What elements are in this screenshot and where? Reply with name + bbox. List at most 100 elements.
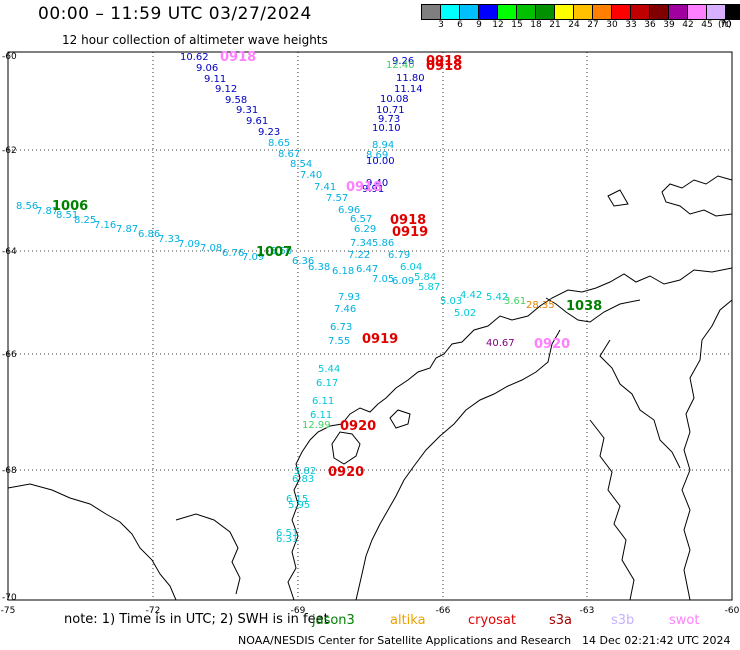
- wave-height-label: 5.95: [288, 500, 310, 511]
- lat-tick-label: -64: [2, 247, 17, 257]
- pass-time-label: 1006: [52, 199, 88, 214]
- wave-height-label: 9.73: [378, 114, 400, 125]
- satellite-legend-item: swot: [669, 613, 700, 628]
- wave-height-label: 6.50: [270, 246, 292, 257]
- lat-tick-label: -62: [2, 146, 17, 156]
- wave-height-label: 9.23: [258, 127, 280, 138]
- wave-height-label: 7.41: [314, 182, 336, 193]
- lon-tick-label: -66: [436, 606, 451, 616]
- colorbar-swatch: [440, 4, 461, 20]
- colorbar-label: 70: [720, 20, 732, 30]
- wave-height-label: 5.84: [414, 272, 436, 283]
- wave-height-label: 11.14: [394, 84, 423, 95]
- satellite-legend-item: cryosat: [468, 613, 516, 628]
- colorbar-label: 15: [511, 20, 523, 30]
- pass-time-label: 0918: [390, 213, 426, 228]
- credit-line: NOAA/NESDIS Center for Satellite Applica…: [238, 634, 572, 647]
- pass-time-label: 0918: [346, 180, 382, 195]
- wave-height-label: 10.08: [380, 94, 409, 105]
- lat-tick-label: -70: [2, 593, 17, 603]
- pass-time-label: 1007: [256, 245, 292, 260]
- wave-height-label: 3.61: [504, 296, 526, 307]
- satellite-legend-item: altika: [390, 613, 426, 628]
- wave-height-label: 8.56: [16, 201, 38, 212]
- colorbar-label: 30: [606, 20, 618, 30]
- island-coast-8: [607, 189, 629, 207]
- satellite-legend-item: s3a: [549, 613, 573, 628]
- wave-height-label: 6.57: [350, 214, 372, 225]
- colorbar-swatch: [668, 4, 689, 20]
- colorbar-label: 27: [587, 20, 599, 30]
- generated-timestamp: 14 Dec 02:21:42 UTC 2024: [582, 634, 731, 647]
- wave-height-label: 7.33: [158, 234, 180, 245]
- wave-height-label: 7.09: [242, 252, 264, 263]
- wave-height-label: 5.03: [440, 296, 462, 307]
- pass-time-label: 0919: [392, 225, 428, 240]
- wave-height-label: 10.10: [372, 123, 401, 134]
- colorbar-label: 21: [549, 20, 561, 30]
- colorbar-swatch: [592, 4, 613, 20]
- wave-height-label: 5.86: [372, 238, 394, 249]
- wave-height-label: 5.82: [294, 466, 316, 477]
- wave-height-label: 5.44: [318, 364, 340, 375]
- wave-height-label: 6.47: [356, 264, 378, 275]
- colorbar-label: 42: [682, 20, 694, 30]
- island-coast-4: [355, 329, 561, 601]
- wave-height-label: 6.15: [286, 494, 308, 505]
- wave-height-label: 9.61: [246, 116, 268, 127]
- wave-height-label: 10.62: [180, 52, 209, 63]
- colorbar-swatch: [516, 4, 537, 20]
- colorbar-swatch: [459, 4, 480, 20]
- wave-height-label: 7.08: [200, 243, 222, 254]
- colorbar-swatch: [573, 4, 594, 20]
- wave-height-label: 7.22: [348, 250, 370, 261]
- wave-height-label: 6.11: [310, 410, 332, 421]
- colorbar-label: 3: [438, 20, 444, 30]
- wave-height-label: 6.17: [316, 378, 338, 389]
- colorbar-swatch: [649, 4, 670, 20]
- colorbar-swatch: [497, 4, 518, 20]
- wave-height-label: 9.31: [236, 105, 258, 116]
- wave-height-label: 8.54: [290, 159, 312, 170]
- satellite-legend-item: jason3: [312, 613, 355, 628]
- colorbar-units: (ft): [718, 20, 732, 30]
- colorbar-label: 18: [530, 20, 542, 30]
- lat-tick-label: -60: [2, 52, 17, 62]
- colorbar-swatch: [706, 4, 727, 20]
- island-coast-5: [589, 419, 635, 601]
- wave-height-label: 6.51: [276, 528, 298, 539]
- lat-tick-label: -68: [2, 466, 17, 476]
- wave-height-label: 7.55: [328, 336, 350, 347]
- colorbar-swatch: [535, 4, 556, 20]
- wave-height-label: 7.87: [116, 224, 138, 235]
- colorbar-label: 6: [457, 20, 463, 30]
- satellite-legend-item: s3b: [611, 613, 635, 628]
- wave-height-label: 10.71: [376, 105, 405, 116]
- wave-height-label: 6.09: [392, 276, 414, 287]
- colorbar-swatch: [478, 4, 499, 20]
- wave-height-label: 6.86: [138, 229, 160, 240]
- wave-height-label: 7.93: [338, 292, 360, 303]
- wave-height-label: 9.06: [196, 63, 218, 74]
- pass-time-labels: 0918 091809180918091909180919092009200920…: [52, 50, 602, 480]
- wave-height-label: 9.26: [392, 56, 414, 67]
- wave-height-labels: 10.629.069.119.129.589.319.619.238.658.6…: [16, 52, 555, 545]
- wave-height-label: 6.76: [222, 248, 244, 259]
- colorbar-swatch: [687, 4, 708, 20]
- colorbar-label: 39: [663, 20, 675, 30]
- wave-height-label: 7.09: [178, 239, 200, 250]
- chart-subtitle: 12 hour collection of altimeter wave hei…: [62, 33, 328, 47]
- wave-height-label: 7.87: [36, 206, 58, 217]
- wave-height-label: 11.80: [396, 73, 425, 84]
- lon-tick-label: -72: [146, 606, 161, 616]
- wave-height-label: 8.25: [74, 215, 96, 226]
- pass-time-label: 0919: [362, 332, 398, 347]
- island-coast-7: [389, 409, 411, 429]
- lon-tick-label: -69: [291, 606, 306, 616]
- colorbar-label: 24: [568, 20, 580, 30]
- wave-height-label: 7.05: [372, 274, 394, 285]
- wave-height-label: 8.65: [268, 138, 290, 149]
- wave-height-label: 7.40: [300, 170, 322, 181]
- colorbar-label: 45: [701, 20, 713, 30]
- pass-time-label: 0920: [534, 337, 570, 352]
